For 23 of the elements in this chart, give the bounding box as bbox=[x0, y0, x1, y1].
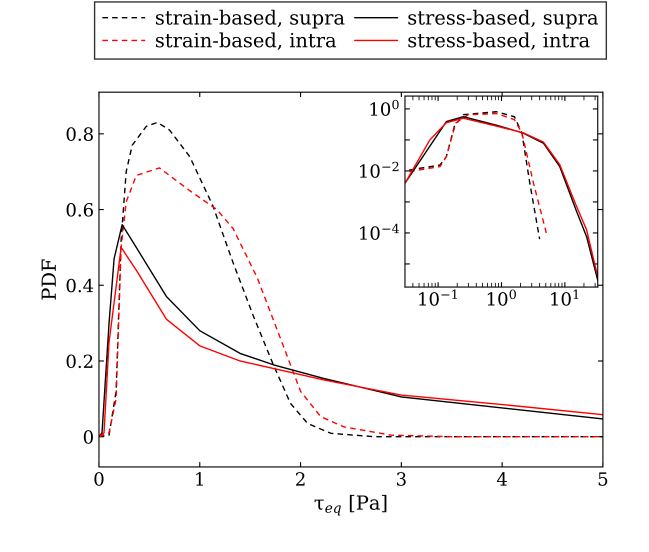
y-tick-label: 0.6 bbox=[66, 203, 93, 217]
y-tick-label: 10$^{−4}$ bbox=[360, 224, 399, 240]
y-tick-label: 0.4 bbox=[66, 278, 94, 292]
x-tick-label: 2 bbox=[296, 472, 305, 486]
x-tick-label: 4 bbox=[496, 472, 507, 486]
x-tick-label: 10$^{1}$ bbox=[551, 290, 578, 306]
y-tick-label: 0.2 bbox=[66, 354, 92, 368]
y-tick-label: 10$^{−2}$ bbox=[360, 162, 398, 178]
x-tick-label: 0 bbox=[94, 472, 104, 486]
x-tick-label: 1 bbox=[196, 472, 203, 486]
legend-label: stress-based, supra bbox=[408, 10, 598, 29]
y-tick-label: 0.8 bbox=[66, 127, 93, 141]
y-tick-label: 10$^{0}$ bbox=[370, 100, 399, 116]
x-tick-label: 10$^{0}$ bbox=[488, 290, 516, 306]
y-tick-label: 0 bbox=[84, 430, 93, 444]
legend-label: stress-based, intra bbox=[408, 32, 590, 50]
x-axis-title: τ$_{eq}$ [Pa] bbox=[314, 494, 386, 516]
x-tick-label: 10$^{−1}$ bbox=[419, 290, 457, 306]
y-axis-title: PDF bbox=[42, 259, 56, 300]
x-tick-label: 5 bbox=[598, 472, 608, 486]
legend-label: strain-based, intra bbox=[156, 32, 336, 50]
legend-label: strain-based, supra bbox=[156, 10, 344, 29]
x-tick-label: 3 bbox=[396, 472, 406, 486]
